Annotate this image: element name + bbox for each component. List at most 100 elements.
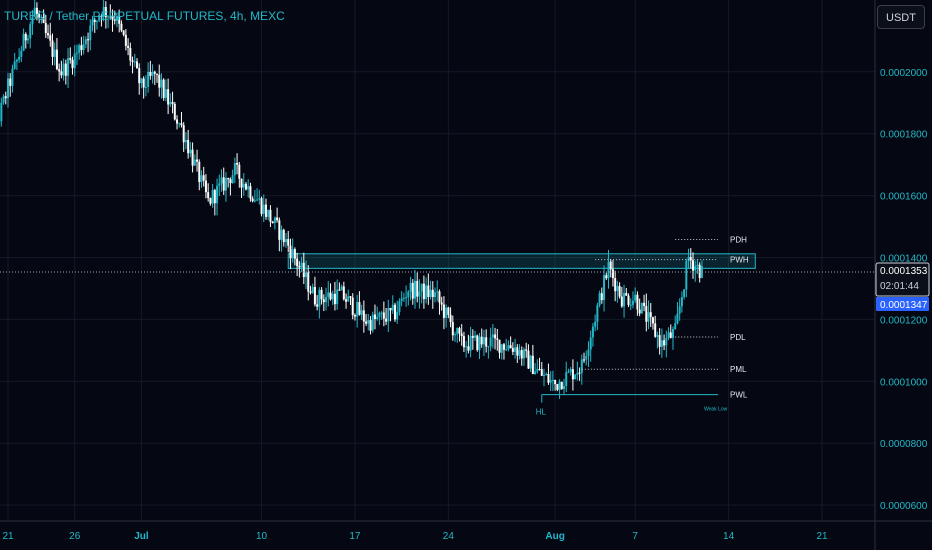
candle-body [402,297,405,299]
candle-body [18,56,21,60]
last-price-label: 0.0001353 [880,266,928,277]
candle-body [589,337,592,350]
candle-body [389,308,392,311]
candle-body [692,260,695,271]
candle-body [620,296,623,307]
candle-body [147,71,150,87]
time-axis-tick: 26 [69,531,81,542]
candle-body [153,71,156,74]
candle-body [211,190,214,204]
candle-body [529,355,532,369]
candle-body [634,294,637,301]
candle-body [358,302,361,315]
candle-body [238,164,241,179]
candle-body [360,310,363,315]
candle-body [380,312,383,314]
candle-body [285,239,288,243]
candle-body [118,16,121,24]
candle-body [333,293,336,305]
candle-body [200,175,203,182]
candle-body [420,283,423,292]
candle-body [73,53,76,69]
candle-body [491,334,494,338]
candle-body [427,285,430,297]
candle-body [305,272,308,278]
candle-body [60,71,63,76]
candle-body [167,89,170,105]
candle-body [396,311,399,320]
candle-body [462,336,465,348]
candle-body [133,61,136,63]
candle-body [482,337,485,345]
candle-body [514,347,517,352]
price-axis-tick: 0.0001200 [880,315,928,326]
candle-body [525,349,528,351]
time-axis-tick: 24 [443,531,455,542]
candle-body [465,346,468,348]
candle-body [594,321,597,327]
candle-body [260,198,263,214]
candle-body [540,369,543,376]
candle-body [507,345,510,350]
currency-button[interactable]: USDT [877,5,925,29]
candle-body [100,15,103,17]
candle-body [347,296,350,302]
candle-body [567,371,570,373]
candle-body [580,359,583,373]
candle-body [574,374,577,380]
candle-body [262,204,265,214]
candle-body [142,78,145,88]
price-axis-tick: 0.0000800 [880,439,928,450]
candle-body [411,282,414,299]
candle-body [516,347,519,356]
candle-body [393,304,396,320]
candle-body [0,102,3,122]
candle-body [267,209,270,217]
candle-body [87,39,90,41]
candle-body [623,292,626,307]
candle-body [173,103,176,120]
candle-body [176,119,179,124]
candle-body [658,335,661,347]
candle-body [480,336,483,345]
candle-body [140,78,143,84]
time-axis-tick: 21 [816,531,828,542]
candle-body [318,289,321,307]
candle-body [414,280,416,299]
candle-body [689,257,692,261]
candle-body [269,209,272,222]
candle-body [289,245,292,259]
candle-body [518,350,521,356]
candle-body [578,372,581,374]
candle-body [13,61,16,69]
candle-body [336,289,339,305]
candle-body [629,304,632,306]
candle-body [242,183,245,188]
candle-body [685,261,688,290]
candle-body [631,300,634,305]
candle-body [436,291,439,293]
candle-body [198,161,201,182]
candle-body [311,287,314,293]
candle-body [78,45,81,53]
candle-body [687,257,690,262]
candle-body [607,261,610,279]
candle-body [349,296,352,298]
candle-body [302,262,305,278]
candle-body [671,329,674,338]
mark-price-label: 0.0001347 [880,300,928,311]
candle-body [31,16,34,25]
candle-body [182,125,185,143]
time-axis-tick: Jul [134,531,149,542]
candle-body [296,258,299,267]
candle-body [53,49,56,57]
candle-body [338,289,341,291]
candle-body [93,19,96,22]
candle-body [418,291,421,297]
candle-body [331,293,334,300]
candle-body [660,340,663,347]
candle-body [35,7,38,15]
symbol-title[interactable]: TURBO / Tether PERPETUAL FUTURES, 4h, ME… [4,9,285,23]
